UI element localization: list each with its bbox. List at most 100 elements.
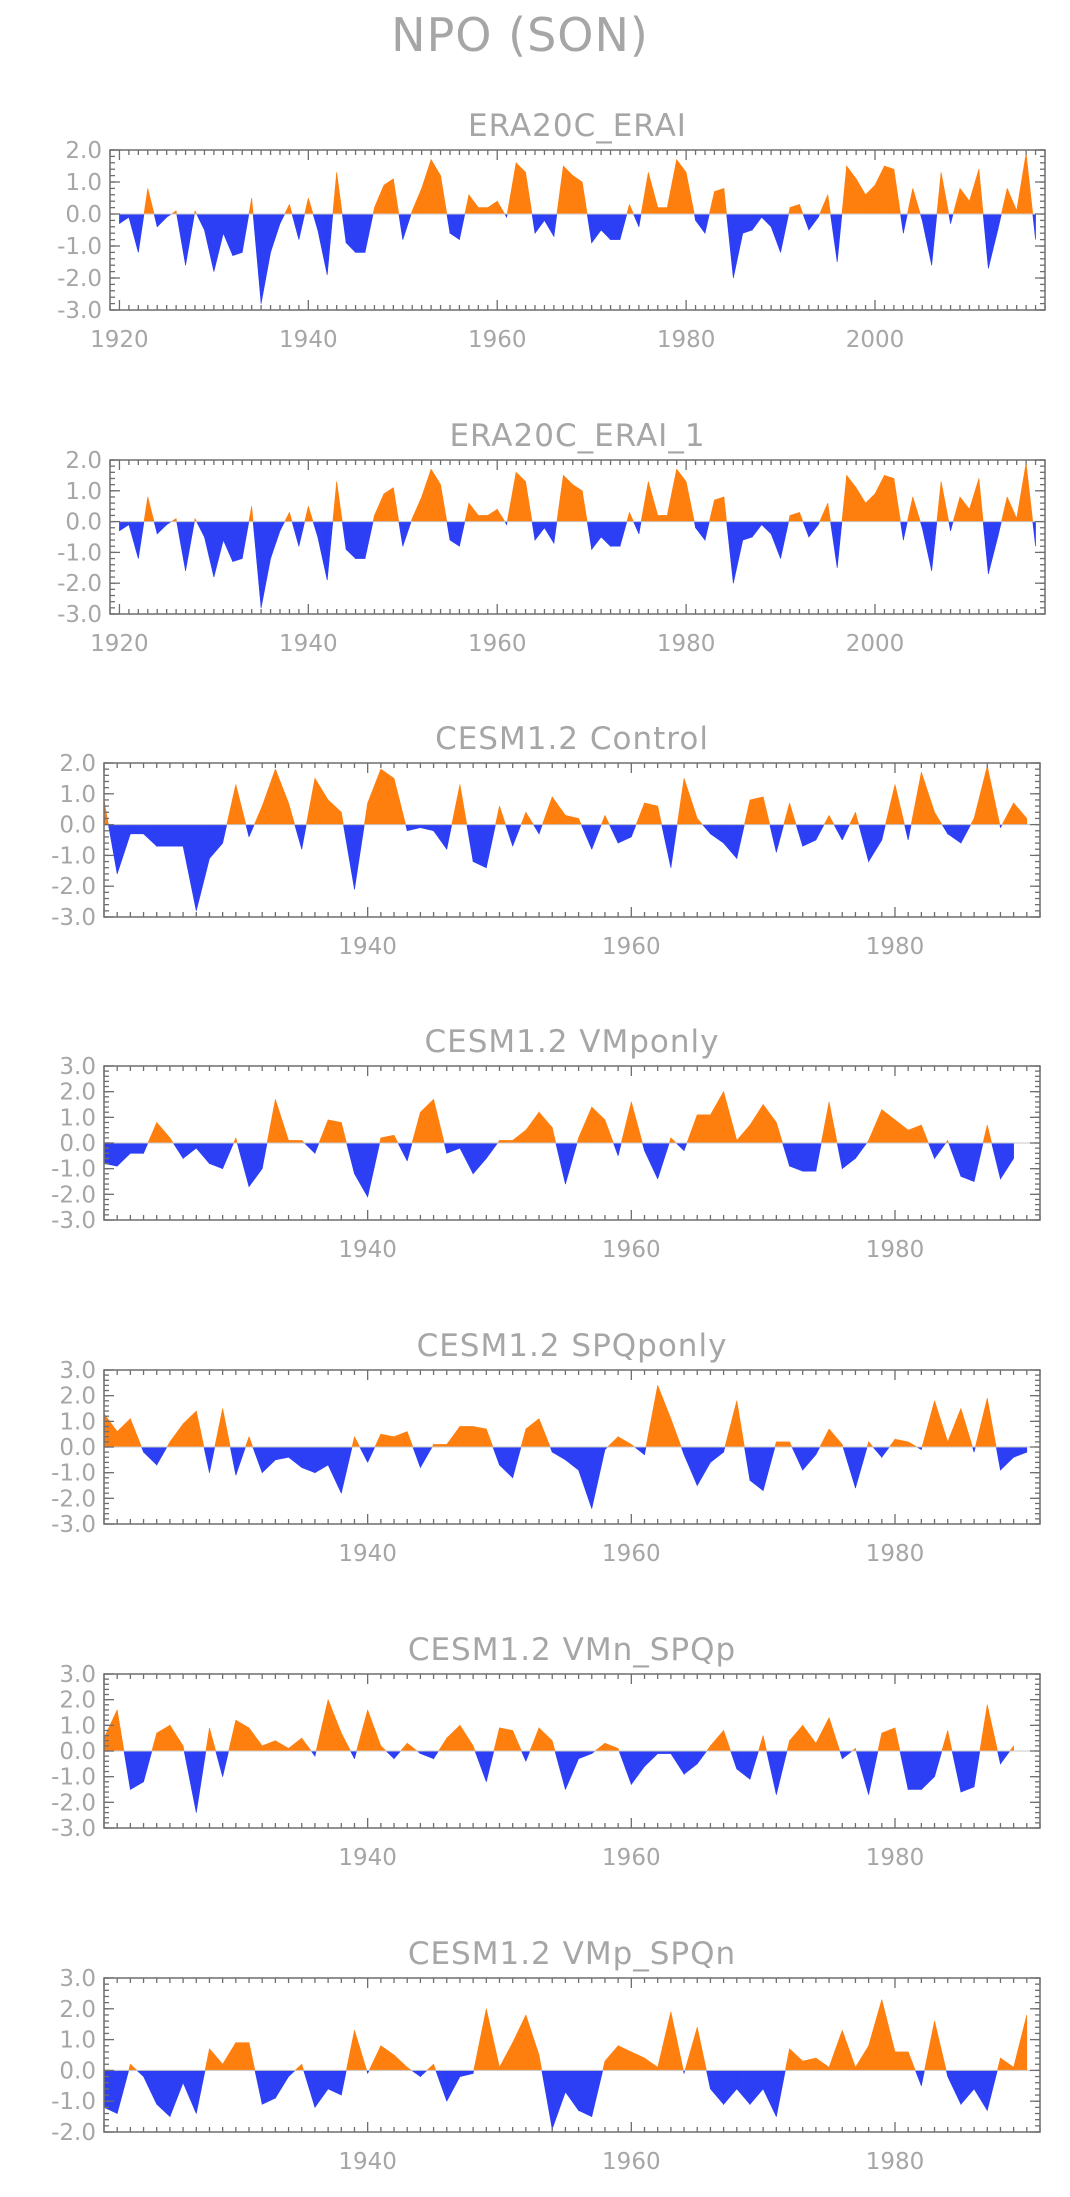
positive-anomaly-area <box>936 481 942 522</box>
positive-anomaly-area <box>776 1441 790 1448</box>
positive-anomaly-area <box>578 818 582 825</box>
positive-anomaly-area <box>799 204 804 215</box>
x-tick-label: 1960 <box>602 1237 661 1263</box>
negative-anomaly-area <box>398 213 404 240</box>
negative-anomaly-area <box>1032 213 1036 240</box>
x-tick-label: 1960 <box>602 1541 661 1567</box>
negative-anomaly-area <box>345 521 356 560</box>
positive-anomaly-area <box>924 2021 935 2071</box>
positive-anomaly-area <box>578 1106 593 1144</box>
negative-anomaly-area <box>420 2070 428 2078</box>
negative-anomaly-area <box>815 824 825 841</box>
positive-anomaly-area <box>744 799 751 825</box>
y-tick-label: -1.0 <box>51 1461 96 1487</box>
positive-anomaly-area <box>525 2014 540 2071</box>
positive-anomaly-area <box>1013 802 1028 825</box>
y-tick-label: 3.0 <box>59 1054 96 1080</box>
y-tick-label: 3.0 <box>59 1966 96 1992</box>
positive-anomaly-area <box>327 799 342 825</box>
negative-anomaly-area <box>512 824 522 847</box>
negative-anomaly-area <box>855 1750 869 1795</box>
negative-anomaly-area <box>317 213 328 275</box>
positive-anomaly-area <box>828 1101 838 1144</box>
positive-anomaly-area <box>723 188 727 215</box>
positive-anomaly-area <box>472 1745 476 1752</box>
positive-anomaly-area <box>367 769 382 825</box>
negative-anomaly-area <box>209 1142 223 1170</box>
negative-anomaly-area <box>723 824 738 860</box>
negative-anomaly-area <box>789 1142 803 1172</box>
positive-anomaly-area <box>565 814 579 825</box>
positive-anomaly-area <box>696 817 704 825</box>
negative-anomaly-area <box>580 824 593 850</box>
panel-title: CESM1.2 SPQponly <box>417 1328 728 1364</box>
positive-anomaly-area <box>459 784 468 825</box>
negative-anomaly-area <box>420 1750 434 1760</box>
negative-anomaly-area <box>143 1142 149 1154</box>
positive-anomaly-area <box>1016 153 1027 215</box>
negative-anomaly-area <box>303 1142 316 1154</box>
negative-anomaly-area <box>512 1446 522 1478</box>
negative-anomaly-area <box>346 1142 355 1174</box>
positive-anomaly-area <box>374 185 385 215</box>
negative-anomaly-area <box>505 824 513 847</box>
negative-anomaly-area <box>830 213 838 263</box>
positive-anomaly-area <box>406 1742 418 1752</box>
positive-anomaly-area <box>572 484 583 522</box>
negative-anomaly-area <box>103 1142 118 1167</box>
positive-anomaly-area <box>846 165 857 215</box>
negative-anomaly-area <box>907 1750 922 1790</box>
positive-anomaly-area <box>786 1740 790 1752</box>
positive-anomaly-area <box>685 481 695 522</box>
positive-anomaly-area <box>473 2008 487 2071</box>
positive-anomaly-area <box>1001 802 1014 825</box>
negative-anomaly-area <box>138 213 145 253</box>
x-tick-label: 1920 <box>90 631 149 657</box>
positive-anomaly-area <box>478 515 489 522</box>
positive-anomaly-area <box>670 2011 684 2071</box>
y-tick-label: 2.0 <box>59 1688 96 1714</box>
negative-anomaly-area <box>252 1446 263 1473</box>
positive-anomaly-area <box>1006 188 1017 215</box>
negative-anomaly-area <box>1000 1142 1014 1180</box>
positive-anomaly-area <box>364 802 368 825</box>
positive-anomaly-area <box>907 188 914 215</box>
positive-anomaly-area <box>354 2030 368 2071</box>
negative-anomaly-area <box>435 2070 448 2102</box>
positive-anomaly-area <box>284 512 290 522</box>
positive-anomaly-area <box>341 1122 347 1144</box>
negative-anomaly-area <box>858 824 869 862</box>
positive-anomaly-area <box>515 471 526 522</box>
positive-anomaly-area <box>762 1103 777 1144</box>
positive-anomaly-area <box>947 1730 953 1752</box>
negative-anomaly-area <box>565 2070 579 2112</box>
positive-anomaly-area <box>969 478 980 522</box>
negative-anomaly-area <box>815 1446 821 1455</box>
negative-anomaly-area <box>997 1750 1001 1764</box>
negative-anomaly-area <box>551 1446 566 1461</box>
negative-anomaly-area <box>203 1446 210 1473</box>
negative-anomaly-area <box>553 213 558 237</box>
negative-anomaly-area <box>116 824 131 874</box>
negative-anomaly-area <box>486 1750 495 1782</box>
positive-anomaly-area <box>714 496 725 522</box>
negative-anomaly-area <box>544 521 555 545</box>
negative-anomaly-area <box>683 1142 688 1151</box>
negative-anomaly-area <box>770 521 781 559</box>
negative-anomaly-area <box>960 1142 975 1182</box>
positive-anomaly-area <box>676 778 685 825</box>
positive-anomaly-area <box>819 502 829 522</box>
x-tick-label: 1960 <box>602 934 661 960</box>
positive-anomaly-area <box>827 503 831 522</box>
positive-anomaly-area <box>986 1124 993 1144</box>
negative-anomaly-area <box>1013 1446 1028 1458</box>
positive-anomaly-area <box>894 784 905 825</box>
x-tick-label: 2000 <box>846 327 905 353</box>
negative-anomaly-area <box>900 521 904 541</box>
positive-anomaly-area <box>841 475 847 522</box>
negative-anomaly-area <box>130 824 144 835</box>
negative-anomaly-area <box>780 521 790 559</box>
negative-anomaly-area <box>298 213 306 240</box>
positive-anomaly-area <box>714 187 725 215</box>
positive-anomaly-area <box>978 169 984 215</box>
